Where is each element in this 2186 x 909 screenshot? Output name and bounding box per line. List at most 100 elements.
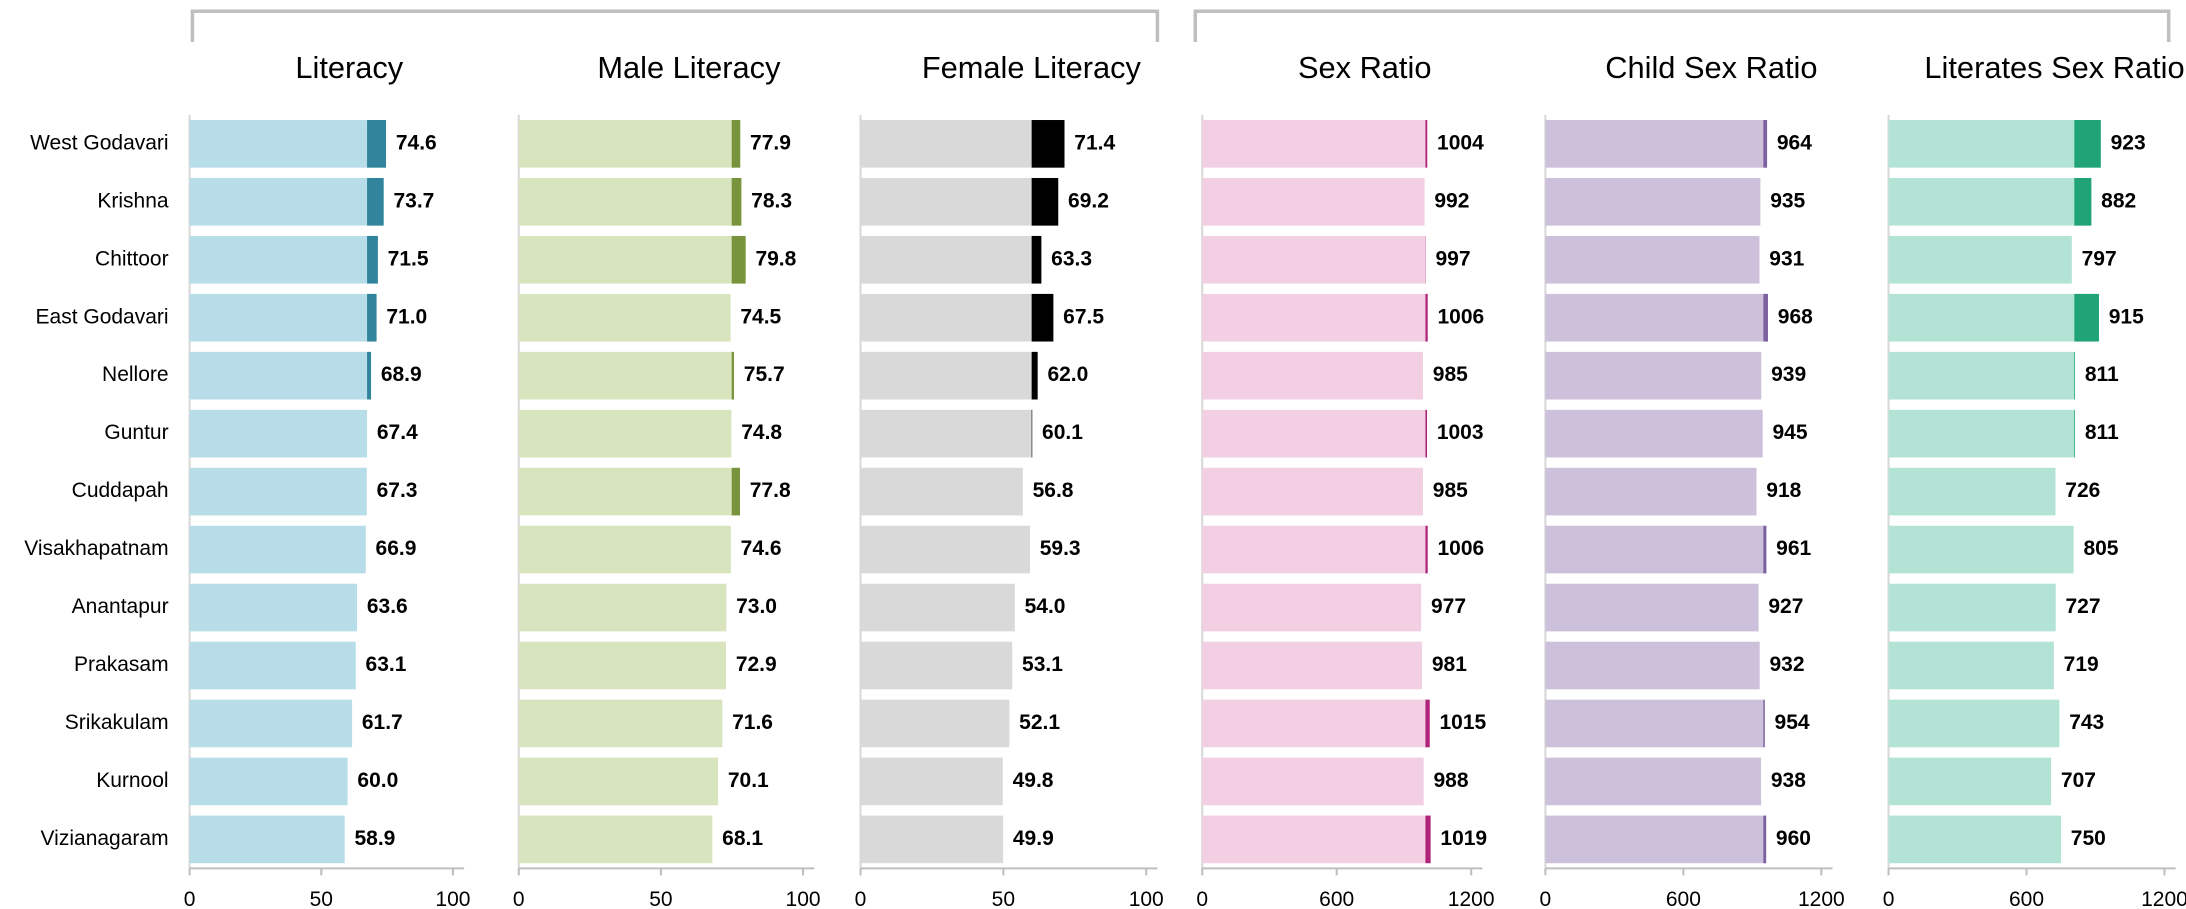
bar — [1888, 177, 2092, 226]
bar-highlight — [367, 120, 387, 168]
bar — [189, 351, 372, 400]
value-label: 985 — [1433, 363, 1468, 386]
bar — [1202, 235, 1426, 284]
bar — [189, 815, 345, 864]
category-label: East Godavari — [36, 305, 169, 328]
value-label: 61.7 — [362, 711, 403, 734]
value-label: 997 — [1435, 247, 1470, 270]
value-label: 77.9 — [750, 131, 791, 154]
bar — [1545, 815, 1767, 864]
value-label: 1019 — [1440, 827, 1487, 850]
value-label: 918 — [1766, 479, 1801, 502]
bar — [860, 815, 1004, 864]
bar — [860, 467, 1023, 516]
value-label: 52.1 — [1019, 711, 1060, 734]
panel-title: Female Literacy — [922, 50, 1142, 85]
bar — [860, 757, 1003, 806]
bar-highlight — [731, 235, 746, 284]
bar — [1545, 235, 1760, 284]
bar-highlight — [1031, 120, 1065, 168]
category-label: Visakhapatnam — [24, 537, 168, 560]
bar — [518, 177, 742, 226]
bar — [518, 235, 746, 284]
bar — [1202, 177, 1425, 226]
group-bracket — [190, 9, 1160, 43]
value-label: 923 — [2111, 131, 2146, 154]
bar-highlight — [1763, 120, 1768, 168]
value-label: 992 — [1434, 189, 1469, 212]
bar — [1202, 525, 1428, 574]
bar — [1202, 409, 1428, 458]
bar-highlight — [1763, 293, 1768, 342]
x-tick-label: 0 — [513, 888, 525, 909]
value-label: 63.1 — [366, 653, 407, 676]
value-label: 63.6 — [367, 595, 408, 618]
value-label: 977 — [1431, 595, 1466, 618]
bar — [1202, 583, 1422, 632]
x-tick-label: 100 — [1129, 888, 1164, 909]
value-label: 985 — [1433, 479, 1468, 502]
category-label: Vizianagaram — [41, 827, 169, 850]
bar-highlight — [367, 351, 372, 400]
bar — [518, 583, 727, 632]
value-label: 74.6 — [396, 131, 437, 154]
bar-highlight — [367, 293, 377, 342]
value-label: 931 — [1769, 247, 1804, 270]
bar — [189, 583, 358, 632]
bar-highlight — [1031, 409, 1033, 458]
bar — [518, 351, 734, 400]
value-label: 77.8 — [750, 479, 791, 502]
value-label: 707 — [2061, 769, 2096, 792]
bar-highlight — [1031, 177, 1059, 226]
value-label: 71.6 — [732, 711, 773, 734]
category-label: Krishna — [97, 189, 169, 212]
value-label: 797 — [2082, 247, 2117, 270]
bar — [1545, 293, 1768, 342]
bar-highlight — [1425, 293, 1428, 342]
category-label: Anantapur — [72, 595, 169, 618]
bar — [1888, 815, 2062, 864]
bar — [518, 641, 727, 690]
bar — [1545, 120, 1768, 168]
value-label: 968 — [1778, 305, 1813, 328]
x-tick-label: 0 — [1540, 888, 1552, 909]
bar-highlight — [1425, 120, 1428, 168]
bar — [189, 525, 366, 574]
bar-highlight — [1763, 699, 1765, 748]
value-label: 74.6 — [741, 537, 782, 560]
value-label: 811 — [2085, 363, 2119, 386]
x-tick-label: 0 — [184, 888, 196, 909]
bar — [518, 815, 713, 864]
bar-highlight — [1425, 409, 1428, 458]
value-label: 960 — [1776, 827, 1811, 850]
value-label: 59.3 — [1040, 537, 1081, 560]
value-label: 750 — [2071, 827, 2106, 850]
bar-highlight — [731, 177, 742, 226]
category-label: West Godavari — [30, 131, 169, 154]
value-label: 805 — [2083, 537, 2118, 560]
bar — [860, 177, 1059, 226]
bar — [860, 583, 1015, 632]
bar — [1888, 641, 2054, 690]
bar — [1888, 525, 2074, 574]
bar-highlight — [731, 120, 741, 168]
x-tick-label: 50 — [992, 888, 1015, 909]
bar — [1888, 120, 2101, 168]
bar — [518, 293, 731, 342]
value-label: 78.3 — [751, 189, 792, 212]
value-label: 74.5 — [740, 305, 781, 328]
bar — [189, 467, 367, 516]
value-label: 932 — [1770, 653, 1805, 676]
value-label: 1006 — [1437, 305, 1484, 328]
bar — [1202, 699, 1430, 748]
bar — [518, 409, 732, 458]
x-tick-label: 50 — [310, 888, 333, 909]
value-label: 67.5 — [1063, 305, 1104, 328]
bar — [189, 120, 387, 168]
value-label: 71.0 — [386, 305, 427, 328]
panel-title: Sex Ratio — [1298, 50, 1432, 85]
bar — [1545, 351, 1762, 400]
value-label: 66.9 — [376, 537, 417, 560]
bar — [1888, 351, 2076, 400]
value-label: 67.3 — [377, 479, 418, 502]
